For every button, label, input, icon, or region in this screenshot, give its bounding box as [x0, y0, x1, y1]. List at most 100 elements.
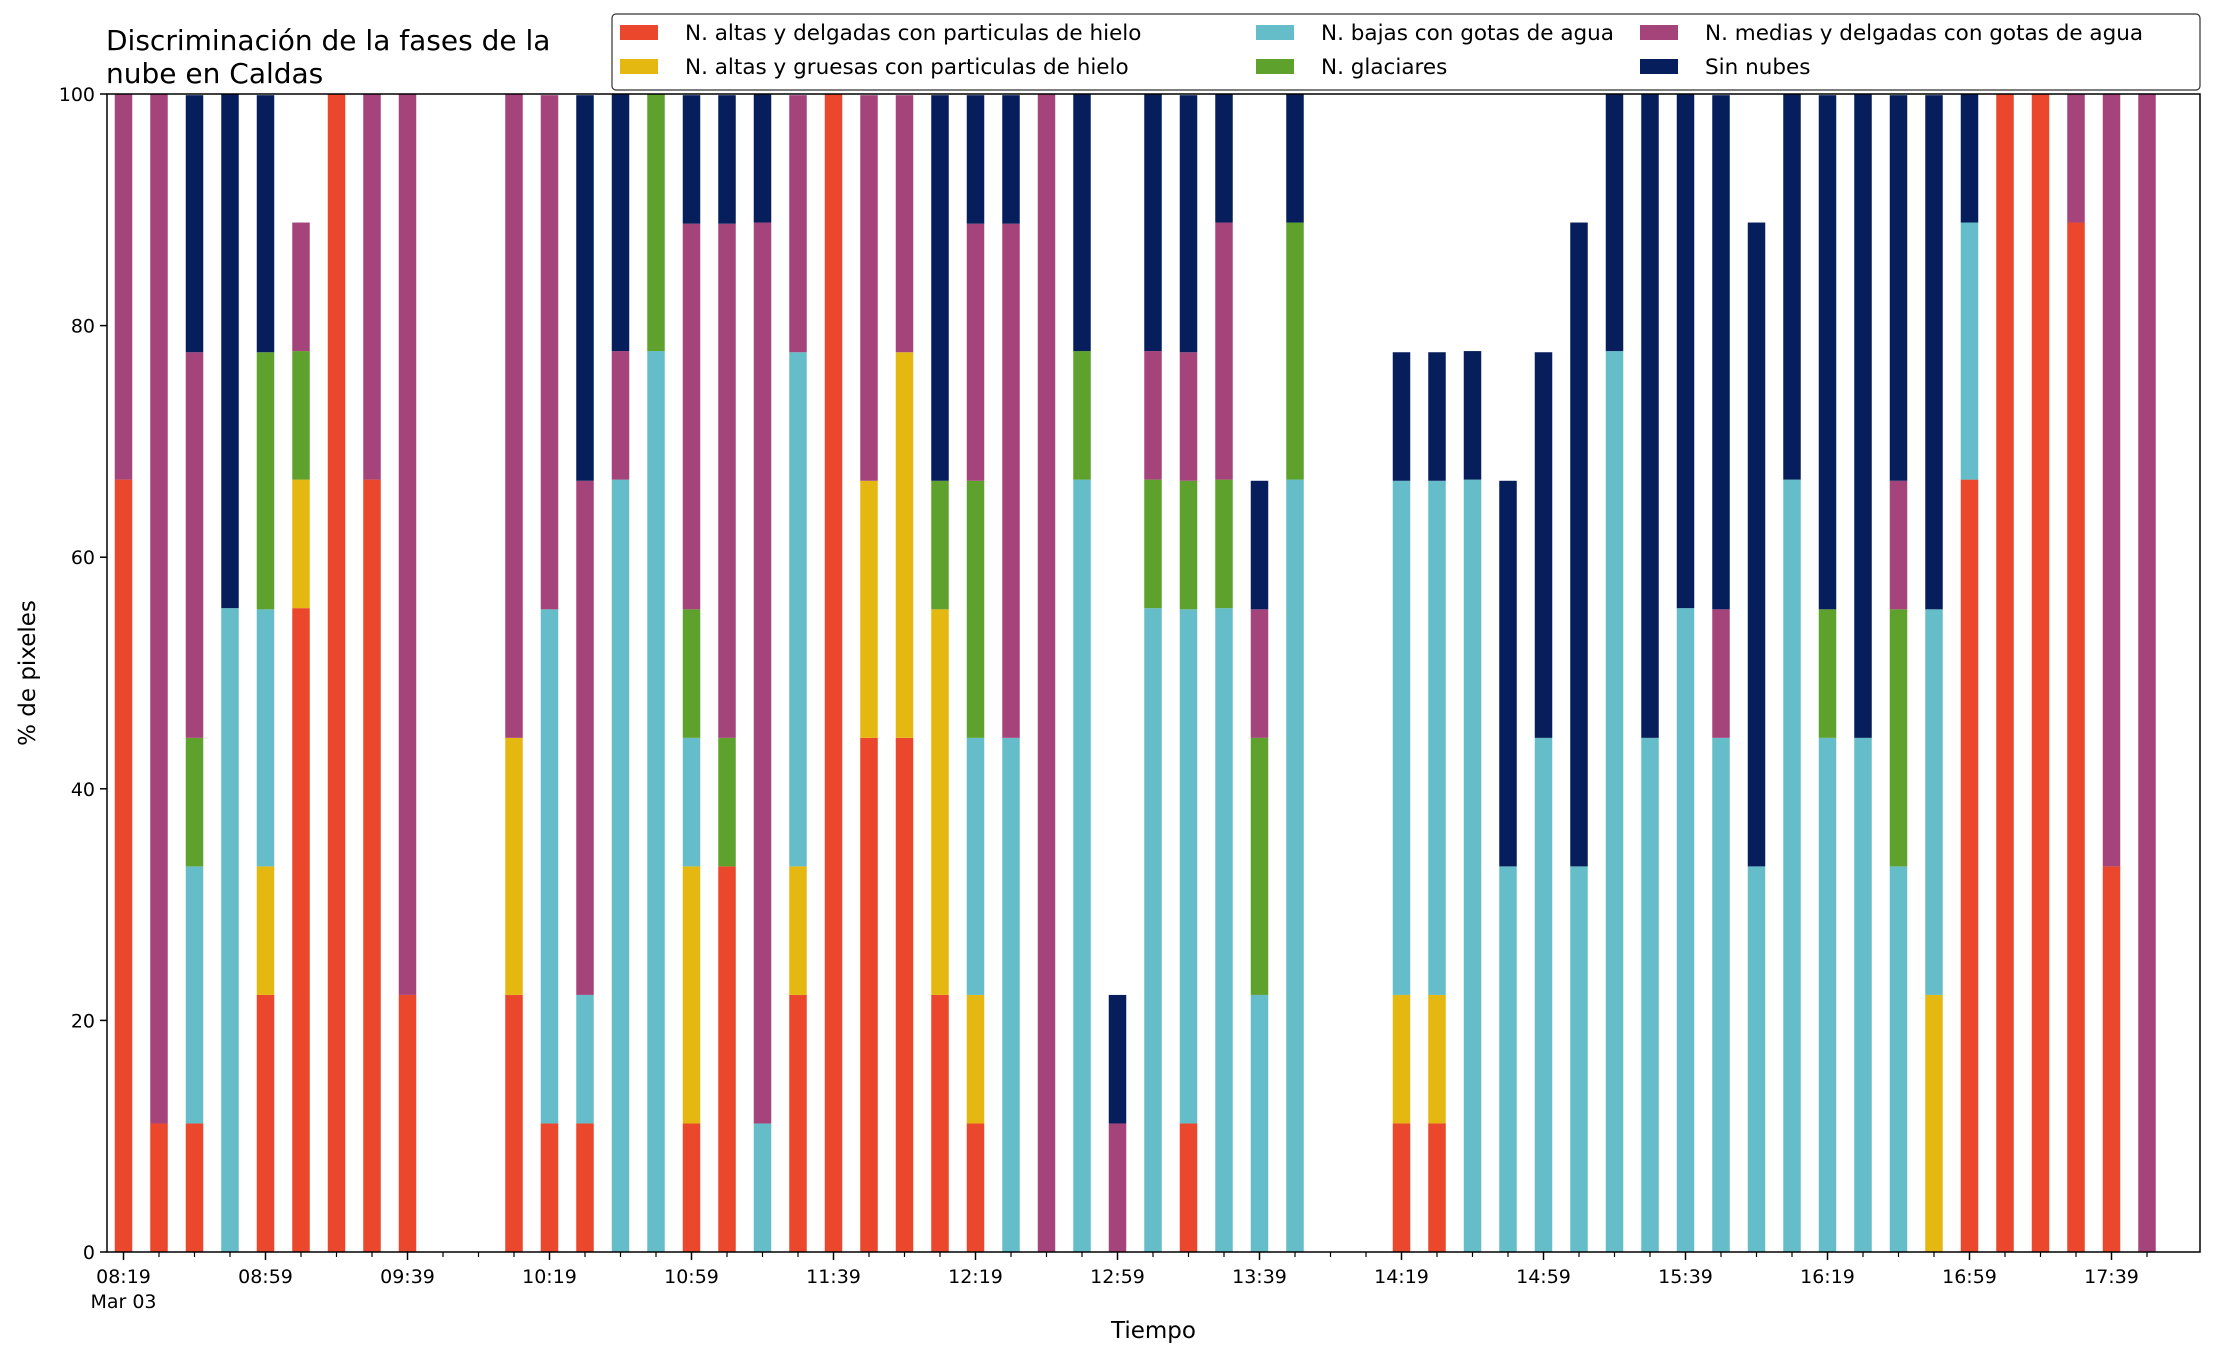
- bar-segment-s2-1329: [1215, 608, 1233, 1252]
- bar-segment-s5-1039: [611, 94, 630, 352]
- bar-segment-s0-0829: [150, 1123, 168, 1252]
- bar-segment-s4-1029: [576, 480, 594, 995]
- bar-segment-s1-1149: [860, 480, 878, 738]
- bar-segment-s4-1319: [1179, 352, 1198, 481]
- bar-segment-s4-1329: [1215, 222, 1233, 480]
- bar-segment-s5-1459: [1534, 352, 1553, 738]
- x-tick-label: 14:19: [1374, 1266, 1429, 1288]
- bar-segment-s0-1709: [1996, 94, 2014, 1252]
- legend: N. altas y delgadas con particulas de hi…: [611, 13, 2201, 91]
- x-tick-label: 12:19: [948, 1266, 1003, 1288]
- x-tick-label: 17:39: [2084, 1266, 2139, 1288]
- bar-segment-s4-1739: [2102, 94, 2121, 867]
- bar-segment-s2-0859: [256, 609, 275, 867]
- bar-segment-s4-0939: [398, 94, 417, 995]
- legend-swatch: [1256, 25, 1294, 40]
- bar-segment-s1-1159: [895, 352, 914, 738]
- bar-segment-s5-1549: [1712, 95, 1730, 610]
- x-tick-label: 10:19: [522, 1266, 577, 1288]
- chart-title-line: Discriminación de la fases de la: [106, 24, 550, 57]
- bar-segment-s5-1519: [1605, 94, 1624, 352]
- bar-segment-s4-1119: [753, 222, 772, 1124]
- bar-segment-s0-1659: [1960, 479, 1979, 1252]
- bar-segment-s4-1639: [1889, 480, 1908, 610]
- bar-segment-s3-1639: [1889, 609, 1908, 867]
- bar-segment-s4-1219: [966, 223, 985, 481]
- bar-segment-s4-1229: [1002, 223, 1020, 738]
- bar-segment-s3-1059: [682, 609, 701, 738]
- bar-segment-s2-1419: [1392, 480, 1411, 995]
- bar-segment-s5-0849: [221, 94, 239, 609]
- bar-segment-s3-1329: [1215, 479, 1233, 609]
- bar-segment-s3-1619: [1818, 609, 1837, 738]
- bar-segment-s2-1629: [1854, 737, 1872, 1252]
- bar-segment-s2-1339: [1250, 994, 1269, 1252]
- bar-segment-s2-1219: [966, 737, 985, 995]
- bar-segment-s4-1729: [2067, 94, 2085, 223]
- bar-segment-s2-1459: [1534, 737, 1553, 1252]
- bar-segment-s0-1209: [931, 994, 949, 1252]
- bar-segment-s3-1249: [1073, 351, 1091, 480]
- bar-segment-s2-1019: [540, 609, 559, 1124]
- bar-segment-s5-1059: [682, 95, 701, 224]
- bar-segment-s0-1009: [505, 994, 523, 1252]
- bar-segment-s0-1129: [789, 994, 807, 1252]
- bar-segment-s4-0819: [114, 94, 133, 480]
- bar-segment-s2-1659: [1960, 222, 1979, 480]
- bar-segment-s4-0909: [292, 222, 310, 352]
- bar-segment-s2-1129: [789, 352, 807, 867]
- bar-segment-s1-0859: [256, 866, 275, 995]
- bar-segment-s5-0859: [256, 95, 275, 353]
- x-tick-label: 15:39: [1658, 1266, 1713, 1288]
- x-tick-label: 08:19: [96, 1266, 151, 1288]
- bar-segment-s2-1059: [682, 737, 701, 867]
- legend-entry-label: Sin nubes: [1705, 55, 1810, 80]
- bar-segment-s2-1509: [1570, 866, 1588, 1252]
- bar-segment-s5-1329: [1215, 94, 1233, 223]
- bar-segment-s3-1349: [1286, 222, 1304, 480]
- bar-segment-s5-1429: [1428, 352, 1446, 481]
- bar-segment-s0-0859: [256, 994, 275, 1252]
- bar-segment-s5-1349: [1286, 94, 1304, 223]
- y-tick-label: 60: [71, 547, 95, 569]
- bar-segment-s4-1039: [611, 351, 630, 480]
- x-tick-label: 12:59: [1090, 1266, 1145, 1288]
- bar-segment-s0-1109: [718, 866, 736, 1252]
- bar-segment-s5-1449: [1499, 480, 1517, 867]
- bar-segment-s0-0819: [114, 479, 133, 1252]
- x-tick-label: 16:59: [1942, 1266, 1997, 1288]
- x-tick-label: 13:39: [1232, 1266, 1287, 1288]
- bar-segment-s5-1619: [1818, 95, 1837, 610]
- bar-segment-s4-1239: [1037, 94, 1056, 1252]
- bar-segment-s5-1529: [1641, 94, 1659, 738]
- bar-segment-s5-1309: [1144, 94, 1162, 352]
- legend-swatch: [620, 59, 658, 74]
- x-tick-label: 08:59: [238, 1266, 293, 1288]
- legend-entry-label: N. bajas con gotas de agua: [1321, 21, 1614, 46]
- y-tick-label: 40: [71, 779, 95, 801]
- x-tick-label: 10:59: [664, 1266, 719, 1288]
- bar-segment-s5-0839: [185, 95, 204, 353]
- bar-segment-s2-1619: [1818, 737, 1837, 1252]
- bar-segment-s2-1519: [1605, 351, 1624, 1252]
- legend-swatch: [1256, 59, 1294, 74]
- bar-segment-s3-0909: [292, 351, 310, 480]
- x-date-label: Mar 03: [90, 1291, 156, 1313]
- legend-entry-label: N. medias y delgadas con gotas de agua: [1705, 21, 2143, 46]
- bar-segment-s2-1309: [1144, 608, 1162, 1252]
- bar-segment-s4-1109: [718, 223, 736, 738]
- bar-segment-s2-1039: [611, 479, 630, 1252]
- legend-entry-label: N. glaciares: [1321, 55, 1447, 80]
- bar-segment-s0-0909: [292, 608, 310, 1252]
- bar-segment-s1-1419: [1392, 994, 1411, 1124]
- bars-area: [114, 94, 2156, 1253]
- bar-segment-s0-1429: [1428, 1123, 1446, 1252]
- bar-segment-s0-1419: [1392, 1123, 1411, 1252]
- bar-segment-s5-1419: [1392, 352, 1411, 481]
- bar-segment-s2-1439: [1463, 479, 1482, 1252]
- bar-segment-s5-1249: [1073, 94, 1091, 352]
- bar-segment-s2-1349: [1286, 479, 1304, 1252]
- bar-segment-s1-1209: [931, 609, 949, 995]
- bar-segment-s1-1649: [1925, 994, 1943, 1252]
